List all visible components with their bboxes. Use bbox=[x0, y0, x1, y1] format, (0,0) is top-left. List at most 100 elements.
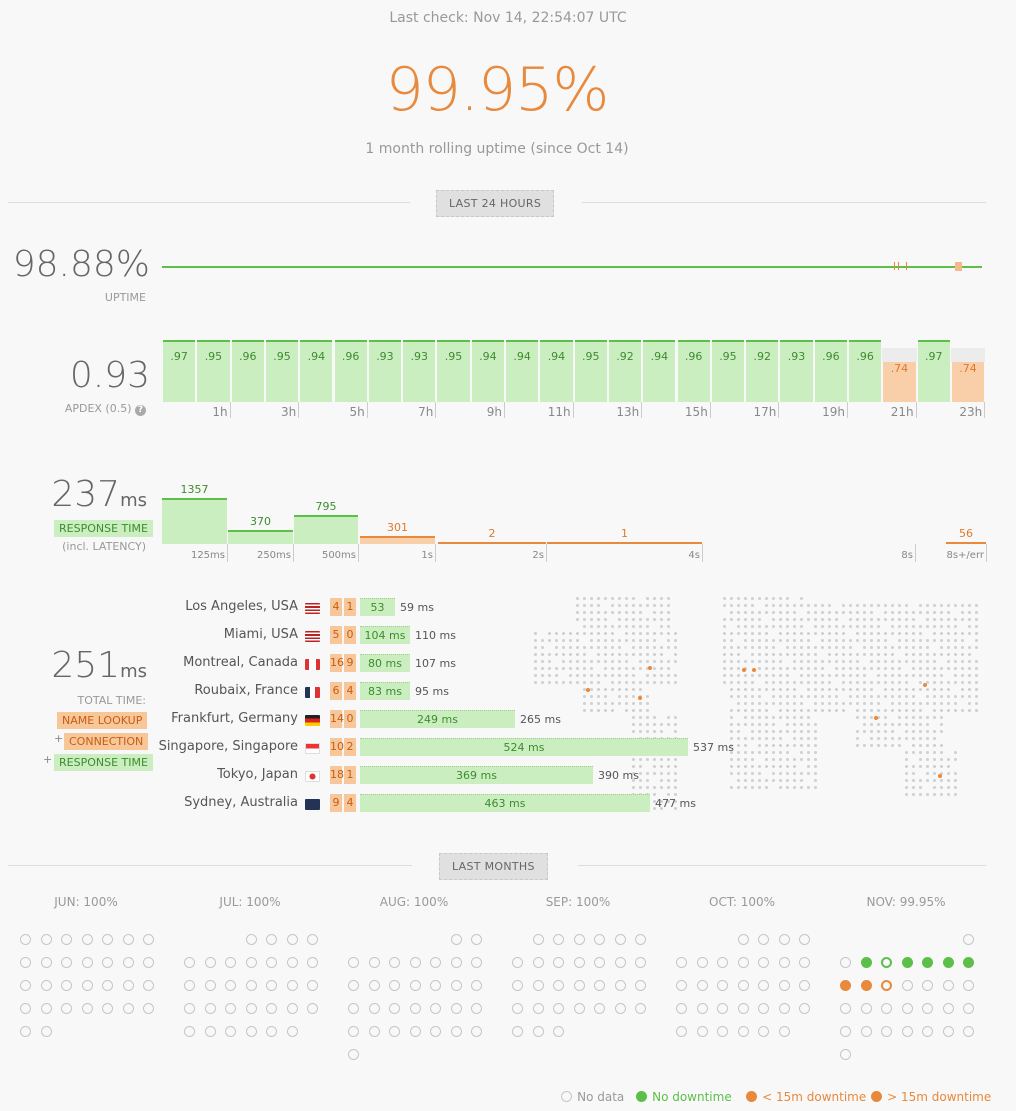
day-dot[interactable] bbox=[471, 1003, 482, 1014]
day-dot[interactable] bbox=[532, 934, 544, 945]
day-dot[interactable] bbox=[143, 934, 154, 945]
day-dot[interactable] bbox=[348, 980, 359, 991]
day-dot[interactable] bbox=[20, 1003, 31, 1014]
day-dot[interactable] bbox=[860, 957, 872, 968]
day-dot[interactable] bbox=[225, 957, 236, 968]
day-dot[interactable] bbox=[286, 1003, 298, 1014]
day-dot[interactable] bbox=[737, 1026, 749, 1037]
day-dot[interactable] bbox=[102, 934, 113, 945]
day-dot[interactable] bbox=[307, 934, 318, 945]
apdex-bar[interactable]: .96 bbox=[814, 340, 847, 402]
day-dot[interactable] bbox=[430, 980, 441, 991]
day-dot[interactable] bbox=[471, 957, 482, 968]
day-dot[interactable] bbox=[635, 957, 646, 968]
day-dot[interactable] bbox=[860, 1026, 872, 1037]
day-dot[interactable] bbox=[348, 1003, 359, 1014]
day-dot[interactable] bbox=[471, 980, 482, 991]
day-dot[interactable] bbox=[553, 1026, 564, 1037]
day-dot[interactable] bbox=[266, 934, 277, 945]
apdex-bar[interactable]: .95 bbox=[574, 340, 607, 402]
day-dot[interactable] bbox=[307, 980, 318, 991]
day-dot[interactable] bbox=[450, 957, 462, 968]
day-dot[interactable] bbox=[245, 1026, 257, 1037]
day-dot[interactable] bbox=[430, 957, 441, 968]
apdex-bar[interactable]: .93 bbox=[780, 340, 813, 402]
day-dot[interactable] bbox=[532, 1003, 544, 1014]
apdex-bar[interactable]: .96 bbox=[334, 340, 367, 402]
apdex-bar[interactable]: .93 bbox=[403, 340, 436, 402]
day-dot[interactable] bbox=[901, 980, 913, 991]
day-dot[interactable] bbox=[40, 1003, 52, 1014]
apdex-bar[interactable]: .92 bbox=[608, 340, 642, 402]
apdex-bar[interactable]: .94 bbox=[540, 340, 573, 402]
apdex-bar[interactable]: .96 bbox=[849, 340, 882, 402]
day-dot[interactable] bbox=[737, 1003, 749, 1014]
day-dot[interactable] bbox=[409, 957, 421, 968]
day-dot[interactable] bbox=[245, 1003, 257, 1014]
day-dot[interactable] bbox=[348, 1049, 359, 1060]
day-dot[interactable] bbox=[840, 1026, 851, 1037]
day-dot[interactable] bbox=[20, 934, 31, 945]
day-dot[interactable] bbox=[840, 980, 851, 991]
day-dot[interactable] bbox=[676, 980, 687, 991]
day-dot[interactable] bbox=[286, 957, 298, 968]
day-dot[interactable] bbox=[409, 1003, 421, 1014]
day-dot[interactable] bbox=[635, 1003, 646, 1014]
apdex-bar[interactable]: .93 bbox=[368, 340, 402, 402]
day-dot[interactable] bbox=[61, 957, 72, 968]
day-dot[interactable] bbox=[860, 1003, 872, 1014]
day-dot[interactable] bbox=[266, 957, 277, 968]
day-dot[interactable] bbox=[286, 980, 298, 991]
day-dot[interactable] bbox=[307, 957, 318, 968]
day-dot[interactable] bbox=[512, 1003, 523, 1014]
day-dot[interactable] bbox=[286, 1026, 298, 1037]
day-dot[interactable] bbox=[40, 1026, 52, 1037]
day-dot[interactable] bbox=[737, 957, 749, 968]
day-dot[interactable] bbox=[942, 1026, 954, 1037]
day-dot[interactable] bbox=[409, 980, 421, 991]
day-dot[interactable] bbox=[594, 957, 605, 968]
day-dot[interactable] bbox=[963, 1003, 974, 1014]
response-time-bin[interactable] bbox=[547, 542, 702, 544]
day-dot[interactable] bbox=[122, 957, 134, 968]
day-dot[interactable] bbox=[245, 957, 257, 968]
apdex-bar[interactable]: .97 bbox=[917, 340, 950, 402]
day-dot[interactable] bbox=[696, 1003, 708, 1014]
day-dot[interactable] bbox=[922, 1026, 933, 1037]
apdex-bar[interactable]: .96 bbox=[231, 340, 264, 402]
day-dot[interactable] bbox=[204, 1003, 216, 1014]
response-time-bin[interactable] bbox=[294, 515, 358, 544]
day-dot[interactable] bbox=[204, 1026, 216, 1037]
day-dot[interactable] bbox=[204, 957, 216, 968]
day-dot[interactable] bbox=[758, 1026, 769, 1037]
day-dot[interactable] bbox=[81, 980, 93, 991]
day-dot[interactable] bbox=[61, 1003, 72, 1014]
day-dot[interactable] bbox=[307, 1003, 318, 1014]
day-dot[interactable] bbox=[778, 1003, 790, 1014]
day-dot[interactable] bbox=[942, 957, 954, 968]
day-dot[interactable] bbox=[348, 1026, 359, 1037]
day-dot[interactable] bbox=[122, 934, 134, 945]
day-dot[interactable] bbox=[696, 957, 708, 968]
day-dot[interactable] bbox=[61, 934, 72, 945]
day-dot[interactable] bbox=[676, 1026, 687, 1037]
day-dot[interactable] bbox=[737, 934, 749, 945]
day-dot[interactable] bbox=[286, 934, 298, 945]
day-dot[interactable] bbox=[81, 957, 93, 968]
day-dot[interactable] bbox=[963, 1026, 974, 1037]
day-dot[interactable] bbox=[245, 934, 257, 945]
day-dot[interactable] bbox=[778, 1026, 790, 1037]
day-dot[interactable] bbox=[143, 957, 154, 968]
day-dot[interactable] bbox=[573, 934, 585, 945]
day-dot[interactable] bbox=[717, 1003, 728, 1014]
day-dot[interactable] bbox=[963, 957, 974, 968]
apdex-bar[interactable]: .95 bbox=[437, 340, 470, 402]
apdex-bar[interactable]: .95 bbox=[197, 340, 230, 402]
day-dot[interactable] bbox=[368, 1003, 380, 1014]
day-dot[interactable] bbox=[450, 934, 462, 945]
day-dot[interactable] bbox=[512, 980, 523, 991]
day-dot[interactable] bbox=[450, 980, 462, 991]
day-dot[interactable] bbox=[901, 1026, 913, 1037]
day-dot[interactable] bbox=[778, 934, 790, 945]
day-dot[interactable] bbox=[901, 1003, 913, 1014]
